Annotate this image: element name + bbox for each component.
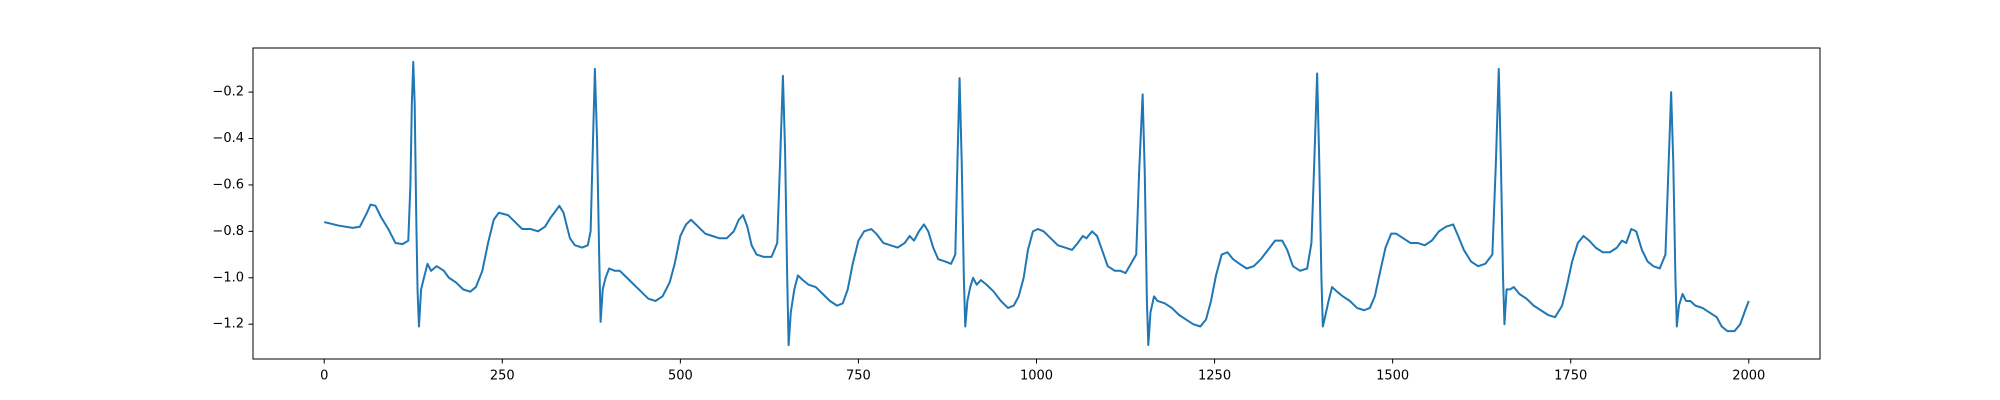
y-tick-label: −0.6 — [212, 177, 244, 192]
x-tick-label: 2000 — [1732, 369, 1765, 384]
plot-frame — [252, 47, 1821, 360]
y-tick-label: −0.4 — [212, 131, 244, 146]
x-tick-label: 750 — [846, 369, 871, 384]
x-tick-label: 1000 — [1020, 369, 1053, 384]
x-tick-label: 0 — [320, 369, 328, 384]
y-tick-label: −1.2 — [212, 317, 244, 332]
data-line — [323, 60, 1750, 347]
x-tick-label: 1750 — [1554, 369, 1587, 384]
y-tick-label: −1.0 — [212, 270, 244, 285]
x-tick-label: 1500 — [1376, 369, 1409, 384]
x-tick-label: 500 — [668, 369, 693, 384]
y-tick-label: −0.2 — [212, 85, 244, 100]
y-tick-label: −0.8 — [212, 224, 244, 239]
x-tick-label: 1250 — [1198, 369, 1231, 384]
x-tick-label: 250 — [490, 369, 515, 384]
